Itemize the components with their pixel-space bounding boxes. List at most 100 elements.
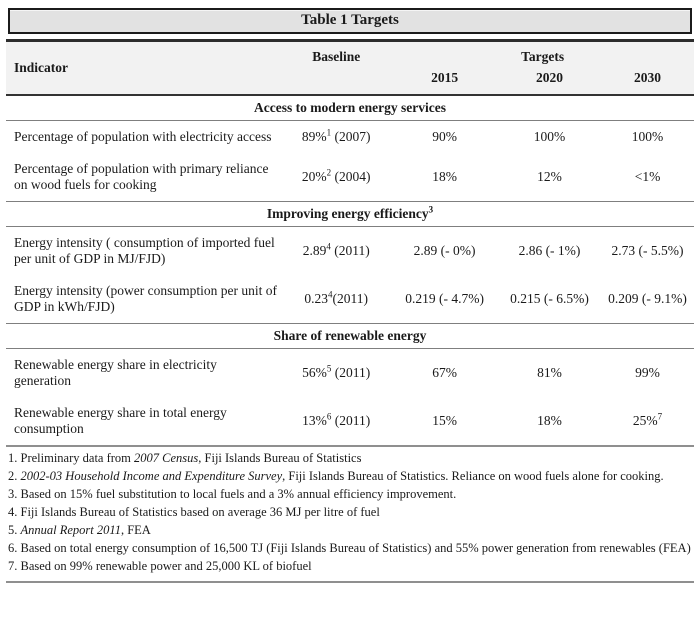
footnote: 4. Fiji Islands Bureau of Statistics bas… — [8, 504, 692, 521]
indicator-cell: Percentage of population with primary re… — [14, 161, 269, 192]
table-row: Energy intensity ( consumption of import… — [6, 227, 694, 276]
text-run: 2002-03 Household Income and Expenditure… — [20, 469, 283, 483]
text-run: 1. Preliminary data from — [8, 451, 135, 465]
col-header-2015: 2015 — [391, 65, 498, 96]
baseline-cell: 89%1 (2007) — [281, 121, 391, 154]
footnote-marker: 1 — [326, 127, 332, 138]
section-header-row: Improving energy efficiency3 — [6, 201, 694, 227]
text-run: Share of renewable energy — [273, 328, 427, 343]
baseline-cell: 0.234(2011) — [281, 275, 391, 324]
text-run: 0.219 (- 4.7%) — [405, 291, 484, 306]
text-run: 2.73 (- 5.5%) — [611, 243, 684, 258]
text-run: (2011) — [332, 291, 369, 306]
table-body: Access to modern energy services Percenta… — [6, 94, 694, 447]
text-run: 2.86 (- 1%) — [518, 243, 581, 258]
baseline-cell: 13%6 (2011) — [281, 397, 392, 447]
value-cell-2015: 18% — [391, 153, 498, 202]
text-run: <1% — [634, 169, 661, 184]
value-cell-2030: 99% — [601, 349, 694, 398]
value-cell-2030: 100% — [601, 121, 694, 154]
indicator-cell: Energy intensity (power consumption per … — [14, 283, 277, 314]
text-run: 100% — [533, 129, 566, 144]
value-cell-2015: 90% — [391, 121, 498, 154]
text-run: , Fiji Islands Bureau of Statistics. Rel… — [282, 469, 664, 483]
value-cell-2020: 100% — [498, 121, 601, 154]
value-cell-2015: 0.219 (- 4.7%) — [391, 275, 498, 324]
text-run: 0.209 (- 9.1%) — [608, 291, 687, 306]
document-page: Table 1 Targets Indicator Baseline Targe… — [0, 8, 700, 583]
section-header-row: Share of renewable energy — [6, 323, 694, 349]
text-run: 0.23 — [304, 291, 329, 306]
text-run: 2. — [8, 469, 21, 483]
text-run: 67% — [432, 365, 457, 380]
text-run: 81% — [537, 365, 562, 380]
text-run: 7. Based on 99% renewable power and 25,0… — [8, 559, 312, 573]
text-run: 12% — [537, 169, 562, 184]
baseline-cell: 20%2 (2004) — [281, 153, 391, 202]
indicator-cell: Renewable energy share in total energy c… — [6, 397, 282, 447]
footnote-marker: 7 — [657, 411, 663, 422]
table-header: Indicator Baseline Targets 2015 2020 203… — [6, 40, 694, 96]
table-row: Percentage of population with primary re… — [6, 153, 694, 202]
value-cell-2015: 15% — [391, 397, 498, 447]
value-cell-2030: 25%7 — [601, 397, 694, 447]
footnote-marker: 6 — [326, 411, 332, 422]
text-run: 90% — [432, 129, 457, 144]
indicator-cell: Percentage of population with electricit… — [14, 129, 272, 144]
text-run: 18% — [432, 169, 457, 184]
text-run: (2011) — [331, 413, 371, 428]
footnote: 2. 2002-03 Household Income and Expendit… — [8, 468, 692, 485]
table-row: Energy intensity (power consumption per … — [6, 275, 694, 324]
footnote-marker: 4 — [328, 289, 333, 300]
text-run: (2011) — [330, 243, 370, 258]
col-header-2030: 2030 — [601, 65, 694, 96]
targets-table: Indicator Baseline Targets 2015 2020 203… — [6, 39, 694, 447]
value-cell-2030: 0.209 (- 9.1%) — [601, 275, 694, 324]
header-row-years: 2015 2020 2030 — [6, 65, 694, 96]
col-header-indicator: Indicator — [6, 40, 282, 96]
col-header-baseline: Baseline — [281, 40, 392, 96]
section-header-row: Access to modern energy services — [6, 94, 694, 121]
value-cell-2015: 2.89 (- 0%) — [391, 227, 498, 276]
text-run: 0.215 (- 6.5%) — [510, 291, 589, 306]
value-cell-2020: 0.215 (- 6.5%) — [498, 275, 601, 324]
section-heading: Access to modern energy services — [6, 94, 694, 121]
text-run: Annual Report 2011 — [20, 523, 121, 537]
footnote: 5. Annual Report 2011, FEA — [8, 522, 692, 539]
col-header-targets: Targets — [391, 40, 694, 65]
header-row-top: Indicator Baseline Targets — [6, 40, 694, 96]
indicator-cell: Renewable energy share in electricity ge… — [14, 357, 217, 388]
text-run: 99% — [635, 365, 660, 380]
text-run: 2.89 — [302, 243, 327, 258]
footnote: 6. Based on total energy consumption of … — [8, 540, 692, 557]
text-run: 18% — [537, 413, 562, 428]
footnote: 7. Based on 99% renewable power and 25,0… — [8, 558, 692, 575]
value-cell-2030: <1% — [601, 153, 694, 202]
text-run: 5. — [8, 523, 21, 537]
section-heading: Improving energy efficiency3 — [6, 201, 694, 227]
value-cell-2020: 18% — [497, 397, 602, 447]
text-run: (2007) — [331, 129, 371, 144]
footnote: 1. Preliminary data from 2007 Census, Fi… — [8, 450, 692, 467]
text-run: 15% — [432, 413, 457, 428]
text-run: 13% — [302, 413, 327, 428]
text-run: 2.89 (- 0%) — [413, 243, 476, 258]
col-header-2020: 2020 — [497, 65, 602, 96]
text-run: 2007 Census — [134, 451, 199, 465]
text-run: (2004) — [331, 169, 371, 184]
footnote: 3. Based on 15% fuel substitution to loc… — [8, 486, 692, 503]
text-run: 4. Fiji Islands Bureau of Statistics bas… — [8, 505, 380, 519]
text-run: , FEA — [120, 523, 151, 537]
indicator-cell: Energy intensity ( consumption of import… — [14, 235, 275, 266]
value-cell-2015: 67% — [391, 349, 498, 398]
table-row: Renewable energy share in total energy c… — [6, 397, 694, 447]
table-row: Renewable energy share in electricity ge… — [6, 349, 694, 398]
text-run: Access to modern energy services — [254, 100, 446, 115]
text-run: Improving energy efficiency — [266, 206, 429, 221]
text-run: 100% — [631, 129, 664, 144]
text-run: 20% — [301, 169, 327, 184]
value-cell-2020: 81% — [498, 349, 601, 398]
section-heading: Share of renewable energy — [6, 323, 694, 349]
text-run: (2011) — [331, 365, 371, 380]
footnote-marker: 5 — [326, 363, 332, 374]
